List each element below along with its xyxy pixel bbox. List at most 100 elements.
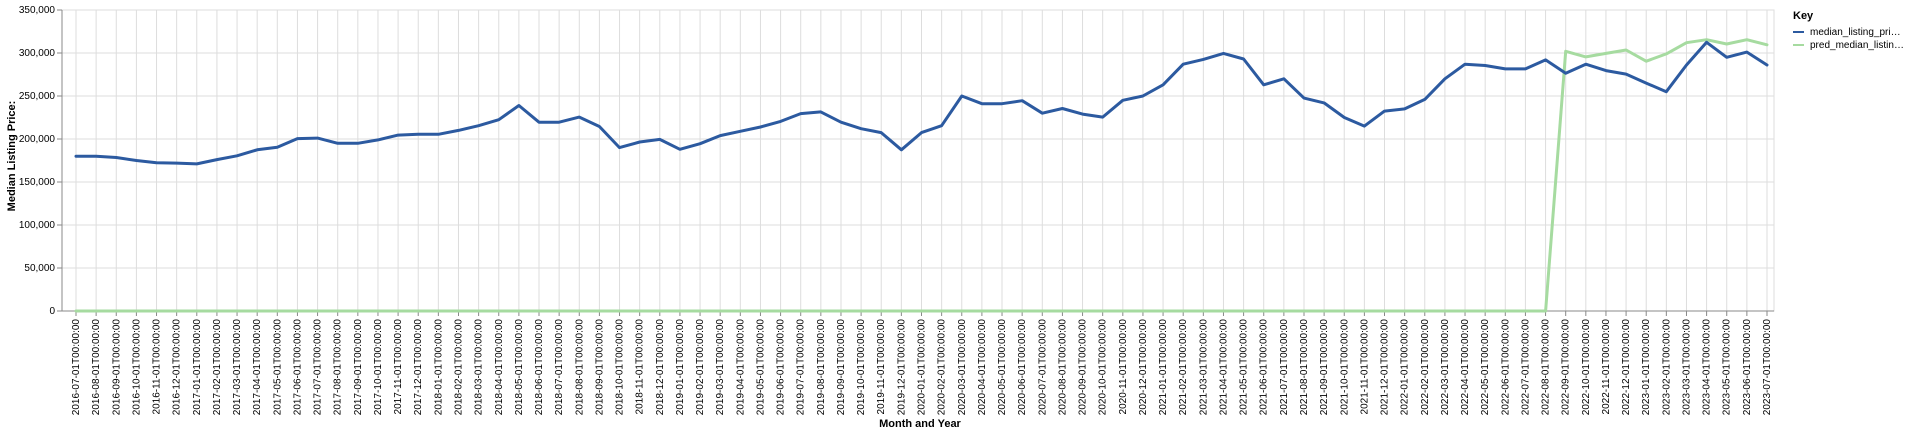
x-tick-label: 2020-02-01T00:00:00 <box>937 319 948 416</box>
x-tick-label: 2022-11-01T00:00:00 <box>1601 319 1612 415</box>
x-tick-label: 2019-08-01T00:00:00 <box>816 319 827 416</box>
x-tick-label: 2021-12-01T00:00:00 <box>1380 319 1391 416</box>
x-tick-label: 2020-05-01T00:00:00 <box>997 319 1008 416</box>
x-tick-label: 2022-07-01T00:00:00 <box>1520 319 1531 416</box>
x-tick-label: 2016-08-01T00:00:00 <box>91 319 102 416</box>
legend-label: median_listing_pri… <box>1810 27 1901 38</box>
y-tick-label: 300,000 <box>19 48 56 59</box>
y-tick-label: 150,000 <box>19 177 56 188</box>
x-tick-label: 2017-11-01T00:00:00 <box>393 319 404 415</box>
x-tick-label: 2019-02-01T00:00:00 <box>695 319 706 416</box>
x-tick-label: 2021-06-01T00:00:00 <box>1259 319 1270 416</box>
y-tick-label: 50,000 <box>24 263 55 274</box>
series-line <box>74 38 1769 313</box>
legend: Key median_listing_pri… pred_median_listi… <box>1793 10 1904 51</box>
x-tick-label: 2023-04-01T00:00:00 <box>1702 319 1713 416</box>
y-tick-label: 0 <box>49 306 55 317</box>
x-tick-label: 2021-07-01T00:00:00 <box>1279 319 1290 416</box>
series-layer <box>74 38 1769 313</box>
x-tick-label: 2020-03-01T00:00:00 <box>957 319 968 416</box>
x-tick-label: 2021-02-01T00:00:00 <box>1178 319 1189 416</box>
x-tick-label: 2016-11-01T00:00:00 <box>152 319 163 415</box>
x-tick-label: 2021-04-01T00:00:00 <box>1218 319 1229 416</box>
x-tick-label: 2019-12-01T00:00:00 <box>896 319 907 416</box>
x-tick-label: 2022-08-01T00:00:00 <box>1541 319 1552 416</box>
x-tick-label: 2018-02-01T00:00:00 <box>453 319 464 416</box>
x-tick-label: 2019-04-01T00:00:00 <box>735 319 746 416</box>
x-tick-label: 2022-04-01T00:00:00 <box>1460 319 1471 416</box>
x-tick-label: 2017-08-01T00:00:00 <box>333 319 344 416</box>
x-tick-label: 2022-12-01T00:00:00 <box>1621 319 1632 416</box>
x-tick-label: 2020-07-01T00:00:00 <box>1037 319 1048 416</box>
x-tick-label: 2019-07-01T00:00:00 <box>796 319 807 416</box>
x-tick-label: 2017-12-01T00:00:00 <box>413 319 424 416</box>
x-tick-label: 2020-11-01T00:00:00 <box>1118 319 1129 415</box>
x-tick-label: 2020-06-01T00:00:00 <box>1017 319 1028 416</box>
x-tick-label: 2017-04-01T00:00:00 <box>252 319 263 416</box>
x-tick-label: 2019-03-01T00:00:00 <box>715 319 726 416</box>
x-tick-label: 2021-11-01T00:00:00 <box>1359 319 1370 415</box>
x-tick-label: 2017-01-01T00:00:00 <box>192 319 203 416</box>
x-tick-label: 2017-02-01T00:00:00 <box>212 319 223 416</box>
x-tick-label: 2018-09-01T00:00:00 <box>594 319 605 416</box>
legend-label: pred_median_listin… <box>1810 40 1904 51</box>
x-tick-label: 2019-10-01T00:00:00 <box>856 319 867 416</box>
x-tick-label: 2018-11-01T00:00:00 <box>635 319 646 415</box>
x-tick-label: 2019-01-01T00:00:00 <box>675 319 686 416</box>
x-tick-label: 2018-05-01T00:00:00 <box>514 319 525 416</box>
x-tick-label: 2022-01-01T00:00:00 <box>1400 319 1411 416</box>
x-tick-label: 2022-10-01T00:00:00 <box>1581 319 1592 416</box>
x-tick-label: 2023-03-01T00:00:00 <box>1681 319 1692 416</box>
x-tick-label: 2018-06-01T00:00:00 <box>534 319 545 416</box>
x-axis-title: Month and Year <box>879 418 961 430</box>
x-tick-label: 2017-07-01T00:00:00 <box>313 319 324 416</box>
x-tick-label: 2019-06-01T00:00:00 <box>776 319 787 416</box>
legend-title: Key <box>1793 10 1814 22</box>
x-tick-label: 2018-10-01T00:00:00 <box>615 319 626 416</box>
x-tick-label: 2023-05-01T00:00:00 <box>1722 319 1733 416</box>
x-tick-label: 2022-02-01T00:00:00 <box>1420 319 1431 416</box>
x-tick-label: 2021-09-01T00:00:00 <box>1319 319 1330 416</box>
x-tick-label: 2018-03-01T00:00:00 <box>474 319 485 416</box>
x-tick-label: 2021-03-01T00:00:00 <box>1198 319 1209 416</box>
x-tick-label: 2022-03-01T00:00:00 <box>1440 319 1451 416</box>
series-line <box>74 40 1769 166</box>
x-tick-label: 2018-04-01T00:00:00 <box>494 319 505 416</box>
x-tick-label: 2021-01-01T00:00:00 <box>1158 319 1169 416</box>
x-tick-label: 2016-10-01T00:00:00 <box>131 319 142 416</box>
grid-lines <box>61 9 1775 312</box>
x-tick-label: 2016-09-01T00:00:00 <box>111 319 122 416</box>
x-tick-label: 2016-07-01T00:00:00 <box>71 319 82 416</box>
x-tick-label: 2021-05-01T00:00:00 <box>1239 319 1250 416</box>
x-tick-label: 2017-09-01T00:00:00 <box>353 319 364 416</box>
x-tick-label: 2020-08-01T00:00:00 <box>1057 319 1068 416</box>
y-axis-title: Median Listing Price: <box>6 101 18 212</box>
y-tick-label: 100,000 <box>19 220 56 231</box>
y-tick-label: 200,000 <box>19 134 56 145</box>
x-tick-label: 2020-09-01T00:00:00 <box>1078 319 1089 416</box>
x-tick-label: 2019-05-01T00:00:00 <box>755 319 766 416</box>
x-axis: 2016-07-01T00:00:00 2016-08-01T00:00:00 20… <box>62 310 1774 416</box>
x-tick-label: 2019-09-01T00:00:00 <box>836 319 847 416</box>
x-tick-label: 2017-03-01T00:00:00 <box>232 319 243 416</box>
x-tick-label: 2018-12-01T00:00:00 <box>655 319 666 416</box>
x-tick-label: 2016-12-01T00:00:00 <box>172 319 183 416</box>
x-tick-label: 2019-11-01T00:00:00 <box>876 319 887 415</box>
x-tick-label: 2023-01-01T00:00:00 <box>1641 319 1652 416</box>
x-tick-label: 2018-08-01T00:00:00 <box>574 319 585 416</box>
x-tick-label: 2023-06-01T00:00:00 <box>1742 319 1753 416</box>
x-tick-label: 2022-05-01T00:00:00 <box>1480 319 1491 416</box>
x-tick-label: 2018-01-01T00:00:00 <box>433 319 444 416</box>
x-tick-label: 2017-06-01T00:00:00 <box>292 319 303 416</box>
y-axis: 0 50,000 100,000 150,000 200,000 250,000 300,0… <box>19 5 63 317</box>
x-tick-label: 2017-10-01T00:00:00 <box>373 319 384 416</box>
x-tick-label: 2020-12-01T00:00:00 <box>1138 319 1149 416</box>
x-tick-label: 2018-07-01T00:00:00 <box>554 319 565 416</box>
x-tick-label: 2021-08-01T00:00:00 <box>1299 319 1310 416</box>
y-tick-label: 250,000 <box>19 91 56 102</box>
x-tick-label: 2020-04-01T00:00:00 <box>977 319 988 416</box>
x-tick-label: 2023-02-01T00:00:00 <box>1661 319 1672 416</box>
x-tick-label: 2023-07-01T00:00:00 <box>1762 319 1773 416</box>
y-tick-label: 350,000 <box>19 5 56 16</box>
